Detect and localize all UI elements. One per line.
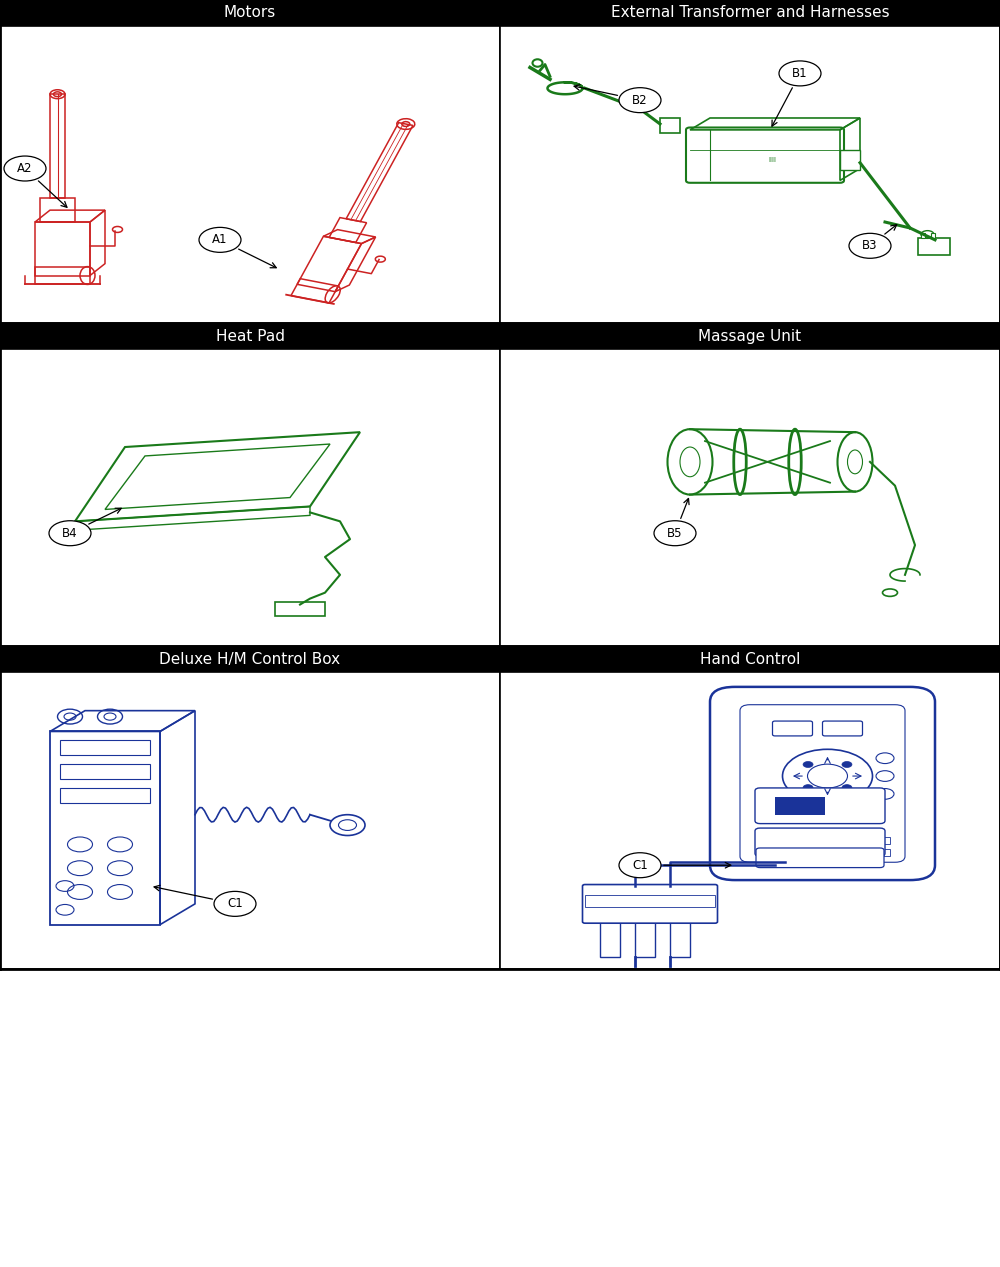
Circle shape (654, 521, 696, 546)
Text: Deluxe H/M Control Box: Deluxe H/M Control Box (159, 651, 341, 666)
Circle shape (803, 784, 813, 791)
Text: IIII: IIII (768, 157, 776, 163)
Text: B1: B1 (792, 67, 808, 80)
FancyBboxPatch shape (686, 128, 844, 182)
FancyBboxPatch shape (756, 848, 884, 868)
Text: Hand Control: Hand Control (700, 651, 800, 666)
FancyBboxPatch shape (822, 721, 862, 736)
FancyBboxPatch shape (710, 687, 935, 881)
Bar (918, 238, 950, 255)
Bar (600, 921, 620, 958)
Bar (860, 837, 890, 844)
Bar (770, 849, 800, 856)
Text: B2: B2 (632, 94, 648, 106)
Text: C1: C1 (632, 859, 648, 872)
Text: B3: B3 (862, 239, 878, 252)
Bar (815, 837, 845, 844)
Circle shape (619, 87, 661, 113)
FancyBboxPatch shape (740, 704, 905, 863)
Bar (60, 764, 150, 779)
Circle shape (49, 521, 91, 546)
Bar (660, 118, 680, 133)
FancyBboxPatch shape (755, 829, 885, 856)
Circle shape (779, 61, 821, 86)
Text: A1: A1 (212, 233, 228, 246)
Bar (60, 788, 150, 803)
FancyBboxPatch shape (755, 788, 885, 824)
Circle shape (842, 784, 852, 791)
Bar (931, 233, 935, 238)
Bar (840, 150, 860, 170)
Text: B5: B5 (667, 527, 683, 540)
Bar (860, 849, 890, 856)
Text: C1: C1 (227, 897, 243, 911)
Circle shape (214, 892, 256, 916)
Bar (775, 797, 825, 815)
Bar (585, 895, 715, 907)
FancyBboxPatch shape (772, 721, 812, 736)
Circle shape (199, 227, 241, 252)
Text: B4: B4 (62, 527, 78, 540)
Text: Massage Unit: Massage Unit (698, 328, 802, 343)
Circle shape (842, 761, 852, 768)
Bar (60, 740, 150, 755)
Circle shape (4, 156, 46, 181)
Text: Motors: Motors (224, 5, 276, 20)
Circle shape (849, 233, 891, 258)
Bar (670, 921, 690, 958)
Bar (770, 837, 800, 844)
Bar (815, 849, 845, 856)
Bar (921, 233, 925, 238)
Bar (635, 921, 655, 958)
Text: Heat Pad: Heat Pad (216, 328, 285, 343)
Circle shape (619, 853, 661, 878)
Circle shape (803, 761, 813, 768)
Text: External Transformer and Harnesses: External Transformer and Harnesses (611, 5, 889, 20)
FancyBboxPatch shape (582, 884, 718, 924)
Bar (275, 602, 325, 617)
Text: A2: A2 (17, 162, 33, 175)
